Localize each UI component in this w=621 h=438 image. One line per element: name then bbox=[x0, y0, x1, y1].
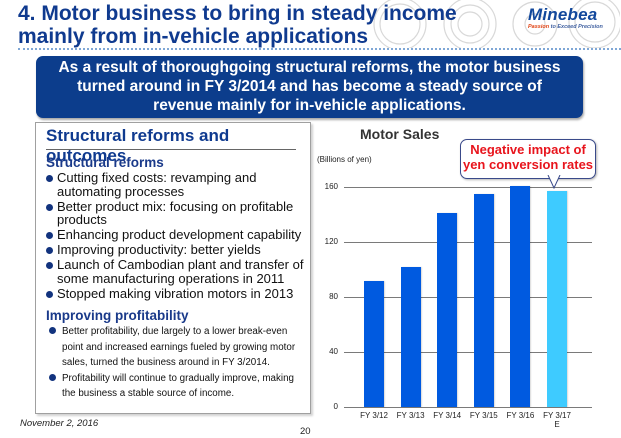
x-tick-line: E bbox=[554, 420, 560, 429]
y-axis-label: (Billions of yen) bbox=[317, 155, 372, 164]
y-tick-label: 0 bbox=[333, 402, 338, 411]
banner-line-2: turned around in FY 3/2014 and has becom… bbox=[77, 78, 542, 95]
footer-date: November 2, 2016 bbox=[20, 418, 99, 429]
bar bbox=[547, 191, 567, 407]
callout-line-1: Negative impact of bbox=[470, 142, 586, 157]
logo-wordmark: Minebea bbox=[528, 5, 598, 24]
x-tick-label: FY 3/15 bbox=[464, 411, 504, 420]
title-line-2: mainly from in-vehicle applications bbox=[18, 25, 369, 48]
box-title-rule bbox=[46, 149, 296, 150]
x-tick-line: FY 3/15 bbox=[469, 411, 498, 420]
minebea-logo: Minebea Passion to Exceed Precision bbox=[528, 6, 618, 31]
x-tick-label: FY 3/17 E bbox=[537, 411, 577, 429]
decorative-bearing-graphic bbox=[330, 0, 620, 48]
x-tick-line: FY 3/16 bbox=[506, 411, 535, 420]
y-tick-label: 80 bbox=[329, 292, 338, 301]
gridline bbox=[344, 242, 592, 243]
gridline bbox=[344, 187, 592, 188]
list-item: Better product mix: focusing on profitab… bbox=[44, 199, 306, 227]
bar bbox=[437, 213, 458, 407]
callout-line-2: yen conversion rates bbox=[462, 157, 594, 172]
banner-line-1: As a result of thoroughgoing structural … bbox=[58, 59, 561, 76]
summary-banner: As a result of thoroughgoing structural … bbox=[36, 56, 583, 118]
x-tick-line: FY 3/13 bbox=[396, 411, 425, 420]
gridline bbox=[344, 297, 592, 298]
x-tick-label: FY 3/12 bbox=[354, 411, 394, 420]
logo-tagline-accent: Passion bbox=[528, 24, 550, 30]
y-tick-label: 120 bbox=[324, 237, 338, 246]
x-tick-label: FY 3/16 bbox=[500, 411, 540, 420]
page-number: 20 bbox=[300, 426, 311, 437]
list-item: Launch of Cambodian plant and transfer o… bbox=[44, 258, 306, 285]
list-item: Stopped making vibration motors in 2013 bbox=[44, 286, 306, 301]
y-tick-label: 160 bbox=[324, 182, 338, 191]
x-tick-line: FY 3/12 bbox=[360, 411, 388, 420]
list-item: Enhancing product development capability bbox=[44, 228, 306, 242]
bar bbox=[510, 185, 531, 407]
improving-profitability-list: Better profitability, due largely to a l… bbox=[44, 324, 306, 402]
reforms-outcomes-box: Structural reforms and outcomes Structur… bbox=[35, 122, 311, 414]
list-item: Better profitability, due largely to a l… bbox=[44, 324, 306, 371]
page-title: 4. Motor business to bring in steady inc… bbox=[18, 2, 478, 48]
logo-tagline-rest: to Exceed Precision bbox=[549, 24, 603, 30]
bar bbox=[364, 280, 384, 407]
gridline bbox=[344, 407, 592, 408]
x-tick-line: FY 3/14 bbox=[433, 411, 462, 420]
header-divider bbox=[18, 48, 621, 50]
structural-reforms-heading: Structural reforms bbox=[46, 155, 164, 170]
annotation-callout: Negative impact of yen conversion rates bbox=[460, 139, 596, 179]
bar bbox=[400, 266, 421, 407]
x-tick-line: FY 3/17 bbox=[543, 411, 571, 420]
list-item: Improving productivity: better yields bbox=[44, 243, 306, 257]
y-tick-label: 40 bbox=[329, 347, 338, 356]
improving-profitability-heading: Improving profitability bbox=[46, 308, 189, 323]
structural-reforms-list: Cutting fixed costs: revamping and autom… bbox=[44, 171, 306, 302]
banner-line-3: revenue mainly for in-vehicle applicatio… bbox=[153, 97, 466, 114]
bar bbox=[473, 193, 494, 407]
chart-title: Motor Sales bbox=[360, 126, 440, 142]
title-line-1: 4. Motor business to bring in steady inc… bbox=[18, 2, 457, 25]
list-item: Profitability will continue to gradually… bbox=[44, 371, 306, 402]
list-item: Cutting fixed costs: revamping and autom… bbox=[44, 171, 306, 198]
box-title: Structural reforms and outcomes bbox=[46, 126, 230, 165]
callout-pointer bbox=[547, 175, 561, 189]
x-tick-label: FY 3/14 bbox=[427, 411, 467, 420]
logo-tagline: Passion to Exceed Precision bbox=[528, 24, 618, 31]
gridline bbox=[344, 352, 592, 353]
x-tick-label: FY 3/13 bbox=[391, 411, 431, 420]
